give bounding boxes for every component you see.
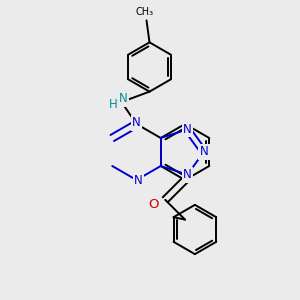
Text: N: N: [183, 168, 192, 181]
Text: N: N: [183, 123, 192, 136]
Text: O: O: [148, 198, 158, 211]
Text: N: N: [132, 116, 141, 130]
Text: N: N: [134, 173, 143, 187]
Text: CH₃: CH₃: [135, 8, 154, 17]
Text: N: N: [119, 92, 128, 106]
Text: N: N: [200, 146, 208, 158]
Text: H: H: [109, 98, 118, 110]
